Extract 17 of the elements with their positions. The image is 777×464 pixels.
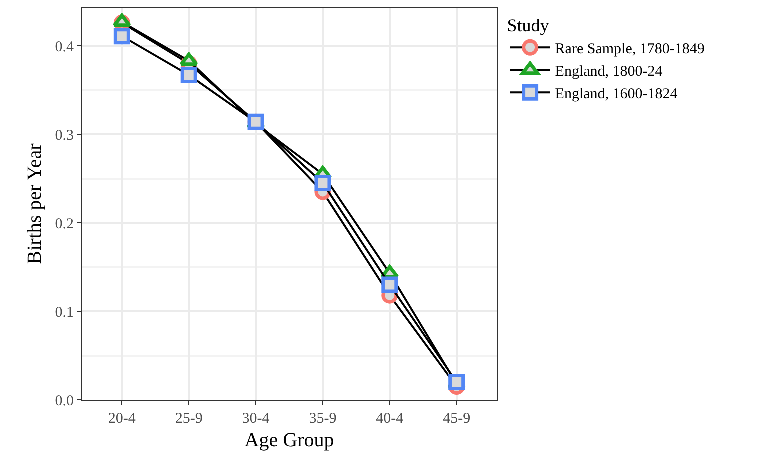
legend-label: England, 1800-24 (555, 64, 664, 80)
x-tick-label: 20-4 (108, 411, 136, 427)
legend-label: England, 1600-1824 (555, 86, 678, 102)
legend-title: Study (507, 15, 550, 36)
legend-label: Rare Sample, 1780-1849 (555, 42, 705, 58)
y-tick-label: 0.4 (55, 39, 74, 56)
y-tick-label: 0.0 (55, 393, 74, 410)
x-tick-label: 40-4 (376, 411, 404, 427)
x-tick-label: 45-9 (443, 411, 471, 427)
x-tick-label: 30-4 (242, 411, 270, 427)
y-tick-label: 0.3 (55, 128, 74, 144)
x-tick-label: 35-9 (309, 411, 337, 427)
x-axis-title: Age Group (244, 430, 334, 452)
y-axis-title: Births per Year (24, 143, 46, 264)
y-tick-label: 0.1 (55, 304, 74, 321)
y-tick-label: 0.2 (55, 216, 74, 232)
x-tick-label: 25-9 (175, 411, 203, 427)
